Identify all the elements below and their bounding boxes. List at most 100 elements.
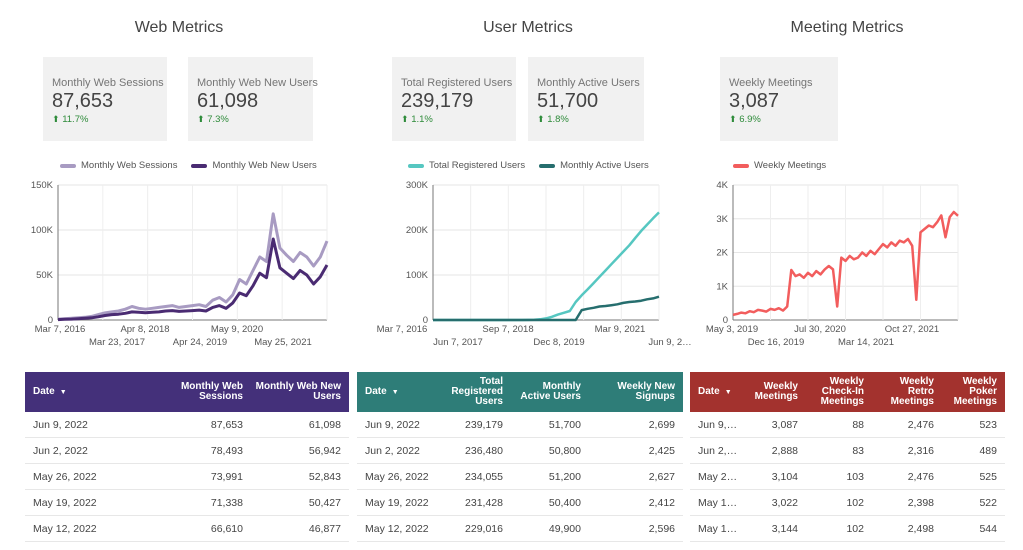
column-header-label: Monthly Web Sessions <box>180 381 243 402</box>
column-header[interactable]: Weekly Poker Meetings <box>942 377 1005 407</box>
table-row[interactable]: Jun 2, 20… 2,888 83 2,316 489 <box>690 438 1005 464</box>
meeting-metrics-chart[interactable]: 0 1K 2K 3K 4K May 3, 2019 Jul 30, 2020 Oct 27, … <box>690 180 990 355</box>
y-tick-label: 100K <box>406 270 429 281</box>
table-cell: 2,699 <box>648 418 675 431</box>
legend-swatch <box>60 163 76 168</box>
user-metrics-table: Date ▼ Total Registered Users Monthly Activ… <box>357 372 683 542</box>
column-header[interactable]: Date ▼ <box>357 386 449 398</box>
table-row[interactable]: May 12, 2022 229,016 49,900 2,596 <box>357 516 683 542</box>
table-cell: 489 <box>979 444 997 457</box>
y-tick-label: 150K <box>31 180 54 191</box>
legend-swatch <box>191 163 208 168</box>
legend-label: Weekly Meetings <box>754 160 827 171</box>
y-tick-label: 2K <box>716 248 728 259</box>
kpi-label: Monthly Web New Users <box>197 77 318 89</box>
table-cell: 239,179 <box>465 418 503 431</box>
x-tick-label: Apr 8, 2018 <box>120 324 169 335</box>
column-header[interactable]: Monthly Active Users <box>511 382 589 402</box>
table-cell: 50,800 <box>548 444 581 457</box>
x-tick-label: Sep 7, 2018 <box>482 324 533 335</box>
table-row[interactable]: May 12, … 3,144 102 2,498 544 <box>690 516 1005 542</box>
series-line-1[interactable] <box>57 212 329 321</box>
x-tick-label: May 3, 2019 <box>706 324 758 335</box>
table-cell: 2,476 <box>907 418 934 431</box>
y-tick-label: 0 <box>723 315 728 326</box>
legend-item-total-registered[interactable]: Total Registered Users <box>408 160 525 171</box>
kpi-delta-value: 1.8% <box>547 114 569 125</box>
table-cell: 71,338 <box>210 496 243 509</box>
table-row[interactable]: May 26, 2022 234,055 51,200 2,627 <box>357 464 683 490</box>
column-header[interactable]: Total Registered Users <box>449 377 511 407</box>
table-cell: 2,627 <box>648 470 675 483</box>
table-cell: May 12, 2022 <box>365 522 429 535</box>
legend-item-web-sessions[interactable]: Monthly Web Sessions <box>60 160 177 171</box>
kpi-delta: ⬆ 1.8% <box>537 114 644 125</box>
kpi-card-monthly-active: Monthly Active Users 51,700 ⬆ 1.8% <box>528 57 644 141</box>
table-row[interactable]: Jun 9, 20… 3,087 88 2,476 523 <box>690 412 1005 438</box>
column-header[interactable]: Weekly Meetings <box>748 382 806 402</box>
column-header-label: Weekly Meetings <box>754 381 798 402</box>
x-tick-label: Dec 8, 2019 <box>533 337 584 348</box>
column-header[interactable]: Weekly Check-In Meetings <box>806 377 872 407</box>
sort-desc-icon[interactable]: ▼ <box>724 388 732 396</box>
series-line-2[interactable] <box>57 237 329 322</box>
x-tick-label: Mar 7, 2016 <box>35 324 86 335</box>
column-header-label: Date <box>698 385 720 397</box>
table-row[interactable]: May 19, 2022 231,428 50,400 2,412 <box>357 490 683 516</box>
x-tick-label: May 25, 2021 <box>254 337 312 348</box>
legend-item-weekly-meetings[interactable]: Weekly Meetings <box>733 160 826 171</box>
table-cell: 73,991 <box>210 470 243 483</box>
table-row[interactable]: Jun 9, 2022 87,653 61,098 <box>25 412 349 438</box>
x-tick-label: Mar 23, 2017 <box>89 337 145 348</box>
legend-item-monthly-active[interactable]: Monthly Active Users <box>539 160 649 171</box>
kpi-delta: ⬆ 1.1% <box>401 114 516 125</box>
web-chart-legend: Monthly Web Sessions Monthly Web New Use… <box>60 160 317 171</box>
column-header-label: Weekly Check-In Meetings <box>820 376 864 407</box>
kpi-delta: ⬆ 6.9% <box>729 114 838 125</box>
kpi-delta-value: 1.1% <box>411 114 433 125</box>
table-row[interactable]: May 19, 2022 71,338 50,427 <box>25 490 349 516</box>
x-tick-label: Jun 9, 2… <box>648 337 691 348</box>
table-cell: Jun 9, 20… <box>698 418 748 431</box>
column-header[interactable]: Date ▼ <box>690 385 748 398</box>
table-cell: 234,055 <box>465 470 503 483</box>
kpi-card-web-sessions: Monthly Web Sessions 87,653 ⬆ 11.7% <box>43 57 167 141</box>
table-row[interactable]: May 19, … 3,022 102 2,398 522 <box>690 490 1005 516</box>
table-cell: May 19, 2022 <box>365 496 429 509</box>
table-cell: 525 <box>979 470 997 483</box>
table-row[interactable]: Jun 2, 2022 236,480 50,800 2,425 <box>357 438 683 464</box>
table-cell: 49,900 <box>548 522 581 535</box>
column-header[interactable]: Date ▼ <box>25 386 155 398</box>
legend-label: Monthly Web New Users <box>212 160 317 171</box>
series-line-1[interactable] <box>732 210 959 317</box>
sort-desc-icon[interactable]: ▼ <box>391 388 399 396</box>
column-header[interactable]: Monthly Web Sessions <box>155 382 251 402</box>
table-cell: 103 <box>846 470 864 483</box>
table-cell: 2,425 <box>648 444 675 457</box>
x-tick-label: Dec 16, 2019 <box>748 337 805 348</box>
y-tick-label: 0 <box>48 315 53 326</box>
table-cell: 51,700 <box>548 418 581 431</box>
series-line-2[interactable] <box>433 295 660 322</box>
table-row[interactable]: May 26, 2022 73,991 52,843 <box>25 464 349 490</box>
column-header[interactable]: Weekly New Signups <box>589 382 683 402</box>
table-row[interactable]: May 26, … 3,104 103 2,476 525 <box>690 464 1005 490</box>
kpi-value: 3,087 <box>729 90 780 112</box>
table-cell: Jun 9, 2022 <box>365 418 420 431</box>
web-metrics-chart[interactable]: 0 50K 100K 150K Mar 7, 2016 Apr 8, 2018 May 9,… <box>0 180 345 355</box>
user-metrics-chart[interactable]: 0 100K 200K 300K Mar 7, 2016 Sep 7, 2018 Mar 9… <box>350 180 692 355</box>
table-row[interactable]: Jun 2, 2022 78,493 56,942 <box>25 438 349 464</box>
column-header[interactable]: Monthly Web New Users <box>251 382 349 402</box>
sort-desc-icon[interactable]: ▼ <box>59 388 67 396</box>
column-header-label: Monthly Active Users <box>520 381 581 402</box>
table-row[interactable]: May 12, 2022 66,610 46,877 <box>25 516 349 542</box>
web-metrics-table: Date ▼ Monthly Web Sessions Monthly Web New… <box>25 372 349 542</box>
x-tick-label: Jun 7, 2017 <box>433 337 483 348</box>
legend-label: Monthly Web Sessions <box>81 160 178 171</box>
column-header-label: Monthly Web New Users <box>255 381 341 402</box>
user-chart-legend: Total Registered Users Monthly Active Us… <box>408 160 649 171</box>
table-row[interactable]: Jun 9, 2022 239,179 51,700 2,699 <box>357 412 683 438</box>
table-cell: 88 <box>852 418 864 431</box>
column-header[interactable]: Weekly Retro Meetings <box>872 377 942 407</box>
legend-item-web-new-users[interactable]: Monthly Web New Users <box>191 160 317 171</box>
